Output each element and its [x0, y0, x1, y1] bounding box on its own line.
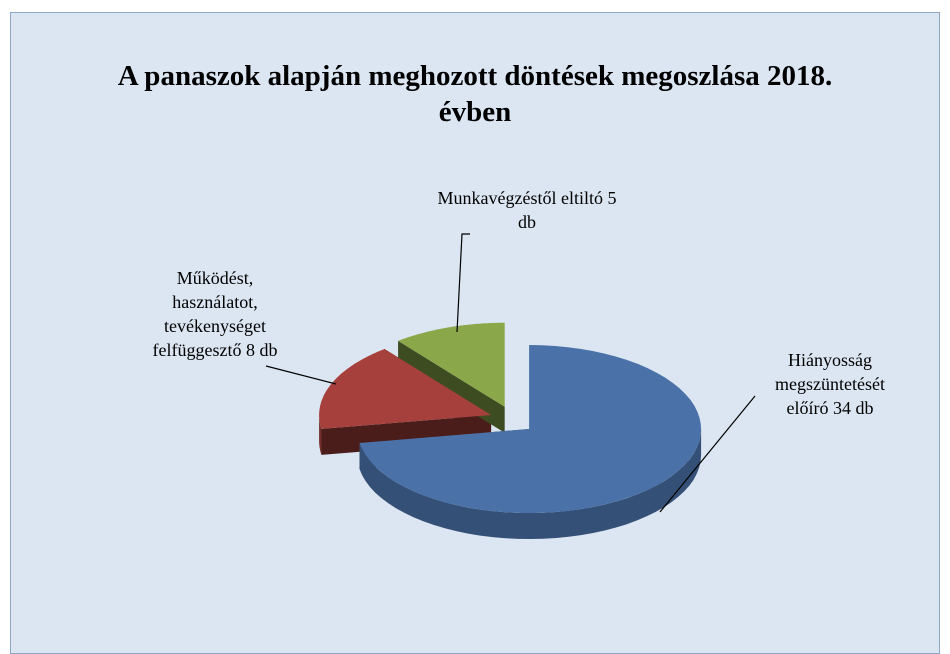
data-label: Munkavégzéstől eltiltó 5 db [427, 186, 627, 234]
slice-wall [319, 415, 322, 455]
value-label: 5 db [518, 188, 617, 232]
pie-canvas [265, 233, 756, 539]
slice-wall [359, 429, 702, 539]
slice [398, 322, 505, 407]
category-label: Hiányosság megszüntetését előíró [775, 350, 885, 418]
leader-line [456, 233, 470, 333]
chart-title: A panaszok alapján meghozott döntések me… [117, 60, 833, 128]
data-label: Hiányosság megszüntetését előíró 34 db [755, 348, 905, 420]
value-label: 34 db [833, 398, 874, 418]
slice [359, 345, 702, 513]
category-label: Munkavégzéstől eltiltó [437, 188, 603, 208]
value-label: 8 db [245, 340, 278, 360]
category-label: Működést, használatot, tevékenységet fel… [152, 268, 266, 360]
leader-line [659, 395, 756, 513]
slice [319, 349, 492, 429]
leader-line [265, 365, 337, 385]
data-label: Működést, használatot, tevékenységet fel… [140, 266, 290, 362]
chart: A panaszok alapján meghozott döntések me… [10, 12, 940, 654]
